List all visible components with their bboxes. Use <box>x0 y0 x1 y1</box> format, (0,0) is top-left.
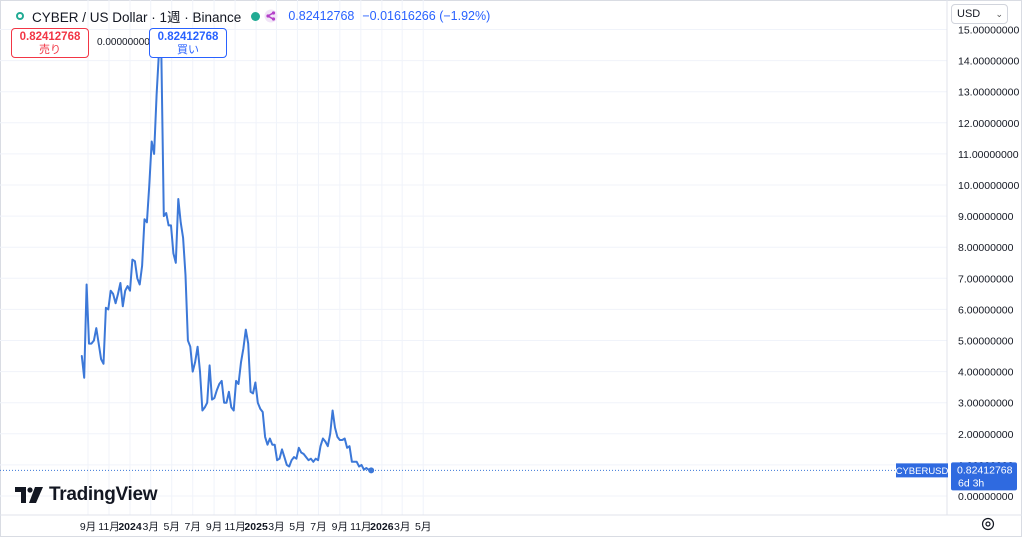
y-tick-label: 13.00000000 <box>958 87 1019 99</box>
series-line-cyber <box>80 50 373 472</box>
x-tick-label: 11月 <box>98 521 119 533</box>
x-tick-label: 5月 <box>164 521 180 533</box>
price-axis: 0.000000001.000000002.000000003.00000000… <box>958 25 1019 504</box>
symbol-tag-bg <box>896 463 948 478</box>
x-tick-label: 3月 <box>268 521 284 533</box>
x-tick-label: 9月 <box>80 521 96 533</box>
chevron-down-icon: ⌄ <box>995 9 1003 19</box>
x-tick-label: 11月 <box>350 521 371 533</box>
sell-label: 売り <box>39 44 61 56</box>
price-change: −0.01616266 (−1.92%) <box>362 9 491 23</box>
currency-value: USD <box>957 8 981 20</box>
grid <box>0 0 947 515</box>
buy-label: 買い <box>177 44 199 56</box>
x-tick-label: 5月 <box>289 521 305 533</box>
sell-price: 0.82412768 <box>19 31 81 43</box>
x-tick-label: 2026 <box>370 521 394 533</box>
countdown-text: 6d 3h <box>958 477 984 489</box>
x-tick-label: 2025 <box>244 521 268 533</box>
x-tick-label: 3月 <box>394 521 410 533</box>
y-tick-label: 2.00000000 <box>958 429 1014 441</box>
gear-icon[interactable] <box>980 516 996 532</box>
tradingview-logo[interactable]: TradingView <box>15 484 158 506</box>
y-tick-label: 6.00000000 <box>958 304 1014 316</box>
market-open-icon <box>16 12 24 20</box>
y-tick-label: 12.00000000 <box>958 118 1019 130</box>
y-tick-label: 9.00000000 <box>958 211 1014 223</box>
price-tag-text: 0.82412768 <box>957 464 1013 476</box>
status-dot-icon <box>251 11 261 21</box>
x-tick-label: 9月 <box>332 521 348 533</box>
y-tick-label: 4.00000000 <box>958 367 1014 379</box>
sell-button[interactable]: 0.82412768 売り <box>11 28 89 58</box>
y-tick-label: 0.00000000 <box>958 491 1014 503</box>
chart-header: CYBER / US Dollar · 1週 · Binance 0.82412… <box>16 6 490 26</box>
y-tick-label: 14.00000000 <box>958 56 1019 68</box>
y-tick-label: 7.00000000 <box>958 273 1014 285</box>
symbol-tag-text: CYBERUSD <box>896 466 949 477</box>
spread-value: 0.00000000 <box>97 37 150 48</box>
y-tick-label: 3.00000000 <box>958 398 1014 410</box>
logo-text: TradingView <box>49 484 158 505</box>
x-tick-label: 7月 <box>185 521 201 533</box>
y-tick-label: 10.00000000 <box>958 180 1019 192</box>
buy-button[interactable]: 0.82412768 買い <box>149 28 227 58</box>
tradingview-logo-icon <box>15 487 43 503</box>
last-point-marker <box>368 467 375 474</box>
x-tick-label: 2024 <box>118 521 142 533</box>
buy-price: 0.82412768 <box>157 31 219 43</box>
y-tick-label: 15.00000000 <box>958 25 1019 37</box>
last-price-label: CYBERUSD 0.82412768 6d 3h <box>896 462 1017 491</box>
x-tick-label: 5月 <box>415 521 431 533</box>
status-indicators[interactable] <box>251 9 278 23</box>
x-tick-label: 3月 <box>143 521 159 533</box>
symbol-title[interactable]: CYBER / US Dollar · 1週 · Binance <box>32 10 242 25</box>
y-tick-label: 5.00000000 <box>958 336 1014 348</box>
price-tag-bg <box>951 462 1017 491</box>
data-source-icon <box>264 9 278 23</box>
x-tick-label: 7月 <box>310 521 326 533</box>
last-value: 0.82412768 <box>288 9 355 23</box>
y-tick-label: 11.00000000 <box>958 149 1019 161</box>
x-tick-label: 11月 <box>224 521 245 533</box>
x-tick-label: 9月 <box>206 521 222 533</box>
y-tick-label: 8.00000000 <box>958 242 1014 254</box>
currency-selector[interactable]: USD ⌄ <box>951 4 1008 24</box>
